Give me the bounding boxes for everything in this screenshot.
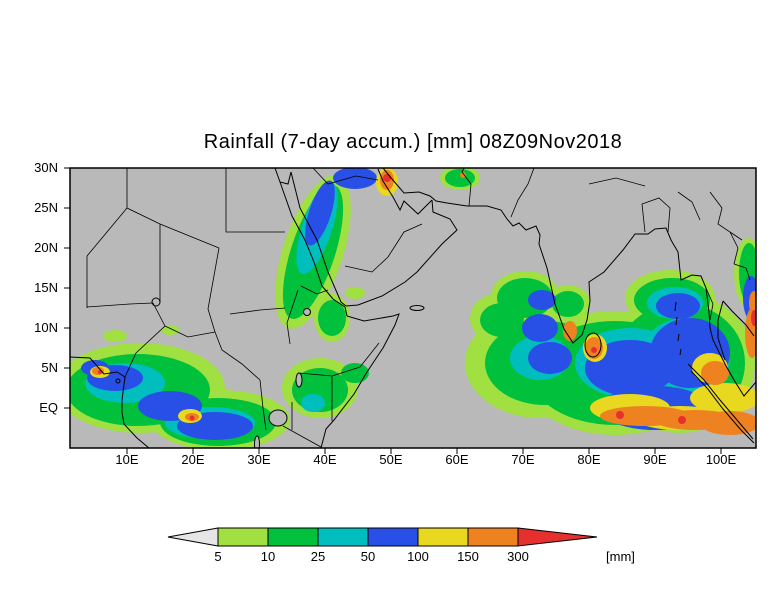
colorbar-segment-5-10 xyxy=(217,527,269,547)
coastlines xyxy=(70,168,756,448)
colorbar-label-25: 25 xyxy=(310,549,326,564)
map-area xyxy=(64,167,757,454)
y-tick-label-10n: 10N xyxy=(34,320,58,335)
x-tick-label-30e: 30E xyxy=(247,452,271,467)
x-tick-label-40e: 40E xyxy=(313,452,337,467)
x-tick-label-90e: 90E xyxy=(643,452,667,467)
y-tick-label-15n: 15N xyxy=(34,280,58,295)
axis-ticks xyxy=(64,167,722,454)
colorbar-unit-label: [mm] xyxy=(606,549,635,564)
x-tick-label-50e: 50E xyxy=(379,452,403,467)
x-tick-label-20e: 20E xyxy=(181,452,205,467)
x-tick-label-10e: 10E xyxy=(115,452,139,467)
y-tick-label-25n: 25N xyxy=(34,200,58,215)
x-tick-label-60e: 60E xyxy=(445,452,469,467)
colorbar-label-100: 100 xyxy=(407,549,429,564)
colorbar-arrow-above-300 xyxy=(517,527,598,547)
lakes xyxy=(151,297,311,448)
y-tick-label-eq: EQ xyxy=(39,400,58,415)
colorbar-label-300: 300 xyxy=(507,549,529,564)
colorbar-segment-10-25 xyxy=(267,527,319,547)
x-tick-label-70e: 70E xyxy=(511,452,535,467)
colorbar xyxy=(167,527,598,547)
y-tick-label-5n: 5N xyxy=(41,360,58,375)
colorbar-segment-100-150 xyxy=(417,527,469,547)
colorbar-segment-150-300 xyxy=(467,527,519,547)
x-tick-label-100e: 100E xyxy=(705,452,737,467)
colorbar-segment-25-50 xyxy=(317,527,369,547)
y-tick-label-30n: 30N xyxy=(34,160,58,175)
country-borders xyxy=(86,168,751,448)
rainfall-150-300mm xyxy=(92,170,756,435)
x-tick-label-80e: 80E xyxy=(577,452,601,467)
plot-border xyxy=(69,167,757,449)
figure-title: Rainfall (7-day accum.) [mm] 08Z09Nov201… xyxy=(203,131,623,153)
colorbar-segments xyxy=(167,527,598,547)
colorbar-arrow-below-5 xyxy=(167,527,219,547)
rainfall-over-300mm xyxy=(98,174,756,424)
colorbar-segment-50-100 xyxy=(367,527,419,547)
colorbar-label-5: 5 xyxy=(214,549,222,564)
colorbar-label-10: 10 xyxy=(260,549,276,564)
colorbar-label-50: 50 xyxy=(360,549,376,564)
rainfall-map xyxy=(64,167,757,454)
map-content xyxy=(70,168,756,448)
y-tick-label-20n: 20N xyxy=(34,240,58,255)
colorbar-label-150: 150 xyxy=(457,549,479,564)
